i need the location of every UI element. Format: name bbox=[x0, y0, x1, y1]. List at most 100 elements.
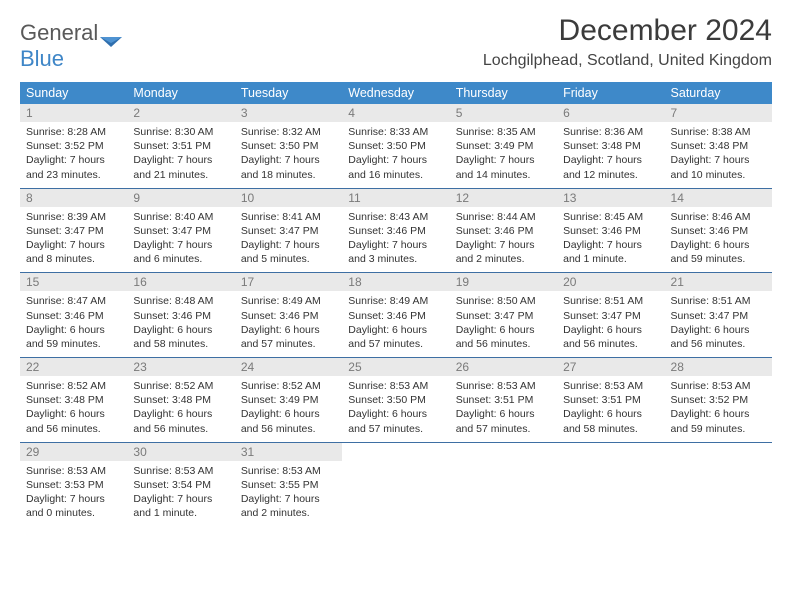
sunset-text: Sunset: 3:47 PM bbox=[241, 224, 336, 238]
calendar-day-cell: 4Sunrise: 8:33 AMSunset: 3:50 PMDaylight… bbox=[342, 104, 449, 188]
calendar-day-cell: 8Sunrise: 8:39 AMSunset: 3:47 PMDaylight… bbox=[20, 188, 127, 273]
day-number: 14 bbox=[665, 189, 772, 207]
day-number: 25 bbox=[342, 358, 449, 376]
sunset-text: Sunset: 3:55 PM bbox=[241, 478, 336, 492]
day-number: 20 bbox=[557, 273, 664, 291]
sunrise-text: Sunrise: 8:36 AM bbox=[563, 125, 658, 139]
day-details: Sunrise: 8:53 AMSunset: 3:51 PMDaylight:… bbox=[450, 376, 557, 442]
day-details: Sunrise: 8:53 AMSunset: 3:51 PMDaylight:… bbox=[557, 376, 664, 442]
day-details: Sunrise: 8:43 AMSunset: 3:46 PMDaylight:… bbox=[342, 207, 449, 273]
daylight-text: Daylight: 7 hours and 3 minutes. bbox=[348, 238, 443, 266]
day-number: 11 bbox=[342, 189, 449, 207]
sunrise-text: Sunrise: 8:53 AM bbox=[133, 464, 228, 478]
sunrise-text: Sunrise: 8:41 AM bbox=[241, 210, 336, 224]
calendar-day-cell: 6Sunrise: 8:36 AMSunset: 3:48 PMDaylight… bbox=[557, 104, 664, 188]
sunset-text: Sunset: 3:50 PM bbox=[348, 393, 443, 407]
day-number: 29 bbox=[20, 443, 127, 461]
day-details: Sunrise: 8:52 AMSunset: 3:48 PMDaylight:… bbox=[20, 376, 127, 442]
calendar-day-cell: 31Sunrise: 8:53 AMSunset: 3:55 PMDayligh… bbox=[235, 442, 342, 526]
sunset-text: Sunset: 3:46 PM bbox=[26, 309, 121, 323]
calendar-week-row: 15Sunrise: 8:47 AMSunset: 3:46 PMDayligh… bbox=[20, 273, 772, 358]
sunset-text: Sunset: 3:46 PM bbox=[563, 224, 658, 238]
sunrise-text: Sunrise: 8:52 AM bbox=[133, 379, 228, 393]
calendar-day-cell: 18Sunrise: 8:49 AMSunset: 3:46 PMDayligh… bbox=[342, 273, 449, 358]
daylight-text: Daylight: 7 hours and 12 minutes. bbox=[563, 153, 658, 181]
day-number: 23 bbox=[127, 358, 234, 376]
sunset-text: Sunset: 3:46 PM bbox=[241, 309, 336, 323]
day-number: 12 bbox=[450, 189, 557, 207]
day-number: 2 bbox=[127, 104, 234, 122]
sunrise-text: Sunrise: 8:49 AM bbox=[348, 294, 443, 308]
sunrise-text: Sunrise: 8:51 AM bbox=[671, 294, 766, 308]
day-number: 26 bbox=[450, 358, 557, 376]
daylight-text: Daylight: 6 hours and 58 minutes. bbox=[563, 407, 658, 435]
sunrise-text: Sunrise: 8:40 AM bbox=[133, 210, 228, 224]
calendar-day-cell: 26Sunrise: 8:53 AMSunset: 3:51 PMDayligh… bbox=[450, 358, 557, 443]
day-number: 31 bbox=[235, 443, 342, 461]
daylight-text: Daylight: 6 hours and 59 minutes. bbox=[26, 323, 121, 351]
calendar-day-cell: 13 Sunrise: 8:45 AMSunset: 3:46 PMDayligh… bbox=[557, 188, 664, 273]
daylight-text: Daylight: 6 hours and 59 minutes. bbox=[671, 238, 766, 266]
daylight-text: Daylight: 6 hours and 56 minutes. bbox=[133, 407, 228, 435]
daylight-text: Daylight: 6 hours and 58 minutes. bbox=[133, 323, 228, 351]
sunset-text: Sunset: 3:50 PM bbox=[241, 139, 336, 153]
calendar-day-cell: .. bbox=[342, 442, 449, 526]
day-number: 15 bbox=[20, 273, 127, 291]
day-number: 18 bbox=[342, 273, 449, 291]
calendar-day-cell: 20Sunrise: 8:51 AMSunset: 3:47 PMDayligh… bbox=[557, 273, 664, 358]
day-number: 21 bbox=[665, 273, 772, 291]
day-number: 13 bbox=[557, 189, 664, 207]
calendar-day-cell: 9Sunrise: 8:40 AMSunset: 3:47 PMDaylight… bbox=[127, 188, 234, 273]
day-details: Sunrise: 8:48 AMSunset: 3:46 PMDaylight:… bbox=[127, 291, 234, 357]
calendar-day-cell: 1Sunrise: 8:28 AMSunset: 3:52 PMDaylight… bbox=[20, 104, 127, 188]
day-number: 10 bbox=[235, 189, 342, 207]
logo-word-1: General bbox=[20, 20, 98, 45]
sunset-text: Sunset: 3:47 PM bbox=[456, 309, 551, 323]
day-details: Sunrise: 8:47 AMSunset: 3:46 PMDaylight:… bbox=[20, 291, 127, 357]
daylight-text: Daylight: 6 hours and 57 minutes. bbox=[456, 407, 551, 435]
day-details: Sunrise: 8:49 AMSunset: 3:46 PMDaylight:… bbox=[342, 291, 449, 357]
sunset-text: Sunset: 3:52 PM bbox=[26, 139, 121, 153]
sunset-text: Sunset: 3:48 PM bbox=[26, 393, 121, 407]
day-details: Sunrise: 8:53 AMSunset: 3:50 PMDaylight:… bbox=[342, 376, 449, 442]
day-details: Sunrise: 8:52 AMSunset: 3:49 PMDaylight:… bbox=[235, 376, 342, 442]
sunrise-text: Sunrise: 8:45 AM bbox=[563, 210, 658, 224]
calendar-day-cell: 7Sunrise: 8:38 AMSunset: 3:48 PMDaylight… bbox=[665, 104, 772, 188]
day-details: Sunrise: 8:28 AMSunset: 3:52 PMDaylight:… bbox=[20, 122, 127, 188]
daylight-text: Daylight: 6 hours and 56 minutes. bbox=[671, 323, 766, 351]
calendar-day-cell: .. bbox=[450, 442, 557, 526]
sunrise-text: Sunrise: 8:53 AM bbox=[563, 379, 658, 393]
day-details: Sunrise: 8:38 AMSunset: 3:48 PMDaylight:… bbox=[665, 122, 772, 188]
calendar-day-cell: 15Sunrise: 8:47 AMSunset: 3:46 PMDayligh… bbox=[20, 273, 127, 358]
day-details: Sunrise: 8:44 AMSunset: 3:46 PMDaylight:… bbox=[450, 207, 557, 273]
daylight-text: Daylight: 6 hours and 57 minutes. bbox=[348, 407, 443, 435]
day-number: 16 bbox=[127, 273, 234, 291]
calendar-day-cell: 22Sunrise: 8:52 AMSunset: 3:48 PMDayligh… bbox=[20, 358, 127, 443]
weekday-header: Wednesday bbox=[342, 82, 449, 104]
sunrise-text: Sunrise: 8:44 AM bbox=[456, 210, 551, 224]
day-details: Sunrise: 8:50 AMSunset: 3:47 PMDaylight:… bbox=[450, 291, 557, 357]
daylight-text: Daylight: 6 hours and 59 minutes. bbox=[671, 407, 766, 435]
sunrise-text: Sunrise: 8:39 AM bbox=[26, 210, 121, 224]
day-details: Sunrise: 8:52 AMSunset: 3:48 PMDaylight:… bbox=[127, 376, 234, 442]
sunset-text: Sunset: 3:53 PM bbox=[26, 478, 121, 492]
daylight-text: Daylight: 6 hours and 56 minutes. bbox=[26, 407, 121, 435]
sunrise-text: Sunrise: 8:46 AM bbox=[671, 210, 766, 224]
weekday-header: Friday bbox=[557, 82, 664, 104]
calendar-day-cell: 30Sunrise: 8:53 AMSunset: 3:54 PMDayligh… bbox=[127, 442, 234, 526]
sunset-text: Sunset: 3:49 PM bbox=[241, 393, 336, 407]
sunrise-text: Sunrise: 8:52 AM bbox=[26, 379, 121, 393]
daylight-text: Daylight: 7 hours and 1 minute. bbox=[563, 238, 658, 266]
day-details: Sunrise: 8:51 AMSunset: 3:47 PMDaylight:… bbox=[557, 291, 664, 357]
calendar-day-cell: 21 Sunrise: 8:51 AMSunset: 3:47 PMDayligh… bbox=[665, 273, 772, 358]
calendar-day-cell: 17Sunrise: 8:49 AMSunset: 3:46 PMDayligh… bbox=[235, 273, 342, 358]
sunrise-text: Sunrise: 8:30 AM bbox=[133, 125, 228, 139]
calendar-day-cell: 25Sunrise: 8:53 AMSunset: 3:50 PMDayligh… bbox=[342, 358, 449, 443]
calendar-day-cell: 19Sunrise: 8:50 AMSunset: 3:47 PMDayligh… bbox=[450, 273, 557, 358]
day-details: Sunrise: 8:39 AMSunset: 3:47 PMDaylight:… bbox=[20, 207, 127, 273]
day-details: Sunrise: 8:41 AMSunset: 3:47 PMDaylight:… bbox=[235, 207, 342, 273]
sunset-text: Sunset: 3:47 PM bbox=[671, 309, 766, 323]
day-details: Sunrise: 8:36 AMSunset: 3:48 PMDaylight:… bbox=[557, 122, 664, 188]
daylight-text: Daylight: 7 hours and 14 minutes. bbox=[456, 153, 551, 181]
day-number: 1 bbox=[20, 104, 127, 122]
